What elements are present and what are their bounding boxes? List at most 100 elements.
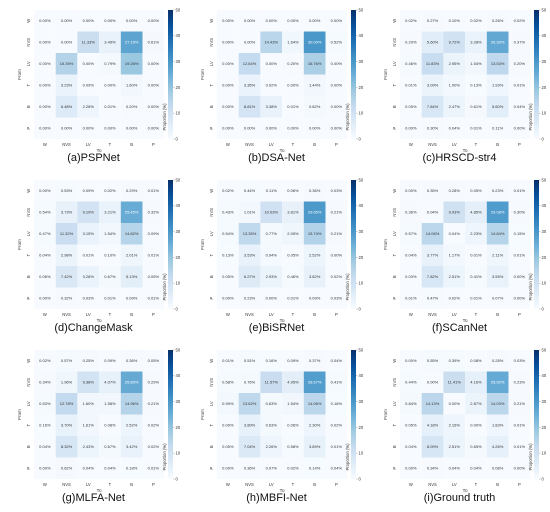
cell-label: 9.38% [83, 380, 95, 385]
cell-label: 0.04% [83, 466, 95, 471]
heatmap-cell [34, 350, 56, 372]
colorbar-tick-label: 20 [359, 425, 364, 430]
cell-label: 0.52% [331, 40, 343, 45]
heatmap-cell [120, 53, 143, 75]
y-tick-label: W [26, 359, 31, 363]
heatmap-cell [77, 350, 100, 372]
heatmap-panel: 0.02% 0.57% 0.25% 0.09% 0.36% 0.05% 0.34% 1.96%… [2, 342, 185, 512]
heatmap-cell [34, 53, 56, 75]
heatmap-cell [400, 287, 422, 309]
heatmap-panel: 0.00% 0.35% 0.28% 0.05% 0.23% 0.01% 0.36% 0.04%… [368, 172, 550, 342]
cell-label: 0.36% [126, 358, 138, 363]
y-axis-label: From [17, 409, 22, 420]
cell-label: 0.05% [470, 188, 482, 193]
cell-label: 2.87% [470, 401, 482, 406]
cell-label: 0.67% [104, 444, 116, 449]
y-tick-label: NVS [392, 38, 397, 47]
cell-label: 0.01% [83, 253, 95, 258]
y-tick-label: B [392, 445, 397, 448]
heatmap-cell [238, 180, 261, 202]
y-tick-label: B [209, 445, 214, 448]
cell-label: 0.30% [427, 126, 439, 131]
x-tick-label: LV [452, 312, 457, 317]
cell-label: 0.00% [244, 126, 256, 131]
cell-label: 0.00% [39, 83, 51, 88]
heatmap-cell [465, 266, 487, 288]
heatmap-cell [77, 436, 100, 458]
heatmap-cell [77, 457, 100, 479]
heatmap-cell [282, 201, 304, 223]
heatmap-cell [282, 180, 304, 202]
cell-label: 0.00% [266, 296, 278, 301]
heatmap-cell [443, 10, 466, 32]
heatmap-cell [486, 393, 509, 415]
heatmap-cell [421, 201, 444, 223]
cell-label: 0.00% [287, 126, 299, 131]
heatmap-cell [55, 117, 78, 139]
heatmap-cell [55, 244, 78, 266]
heatmap-cell [421, 10, 444, 32]
panel-caption: (b)DSA-Net [248, 152, 305, 164]
cell-label: 0.09% [222, 423, 234, 428]
heatmap-svg: 0.01% 0.51% 0.16% 0.09% 0.37% 0.04% 0.58% 0.76%… [200, 347, 364, 492]
y-tick-label: T [209, 424, 214, 427]
heatmap-cell [120, 371, 143, 393]
cell-label: 0.02% [148, 444, 160, 449]
cell-label: 6.48% [61, 104, 73, 109]
cell-label: 0.37% [309, 358, 321, 363]
heatmap-cell [486, 10, 509, 32]
cell-label: 0.36% [405, 210, 417, 215]
cell-label: 0.05% [222, 274, 234, 279]
cell-label: 0.03% [331, 188, 343, 193]
x-tick-label: LV [86, 142, 91, 147]
cell-label: 3.49% [104, 40, 116, 45]
heatmap-cell [217, 223, 239, 245]
y-axis-label: From [17, 69, 22, 80]
x-tick-label: NVS [428, 312, 437, 317]
x-tick-label: NVS [62, 312, 71, 317]
heatmap-cell [282, 393, 304, 415]
heatmap-cell [325, 96, 348, 118]
x-tick-label: LV [269, 142, 274, 147]
heatmap-cell [99, 457, 121, 479]
heatmap-cell [508, 244, 531, 266]
colorbar-label: Proportion (%) [162, 103, 167, 131]
y-tick-label: P [26, 467, 31, 470]
colorbar-tick-label: 20 [359, 255, 364, 260]
colorbar-tick-label: 30 [542, 229, 547, 234]
cell-label: 0.00% [222, 40, 234, 45]
heatmap-cell [400, 10, 422, 32]
colorbar-tick-label: 10 [359, 281, 364, 286]
heatmap-cell [508, 393, 531, 415]
colorbar-tick-label: 40 [176, 373, 181, 378]
panel-caption: (h)MBFI-Net [246, 492, 307, 504]
heatmap-cell [508, 10, 531, 32]
heatmap-cell [421, 223, 444, 245]
y-tick-label: W [209, 19, 214, 23]
heatmap-cell [99, 53, 121, 75]
cell-label: 0.03% [331, 296, 343, 301]
x-tick-label: NVS [428, 142, 437, 147]
cell-label: 0.11% [492, 126, 503, 131]
cell-label: 0.01% [405, 83, 417, 88]
heatmap-cell [217, 31, 239, 53]
cell-label: 13.53% [491, 61, 505, 66]
y-tick-label: LV [26, 61, 31, 66]
cell-label: 0.15% [514, 231, 526, 236]
y-tick-label: P [392, 467, 397, 470]
x-tick-label: P [518, 312, 521, 317]
heatmap-cell [34, 223, 56, 245]
cell-label: 26.30% [491, 40, 505, 45]
cell-label: 0.76% [244, 380, 256, 385]
y-axis-label: From [200, 239, 205, 250]
cell-label: 0.09% [104, 358, 116, 363]
cell-label: 0.47% [427, 296, 439, 301]
cell-label: 0.11% [266, 188, 277, 193]
colorbar-tick-label: 0 [542, 306, 545, 311]
cell-label: 0.09% [287, 358, 299, 363]
colorbar-tick-label: 50 [359, 347, 364, 352]
x-tick-label: NVS [245, 312, 254, 317]
heatmap-cell [260, 287, 283, 309]
cell-label: 0.13% [470, 83, 482, 88]
cell-label: 0.00% [287, 83, 299, 88]
